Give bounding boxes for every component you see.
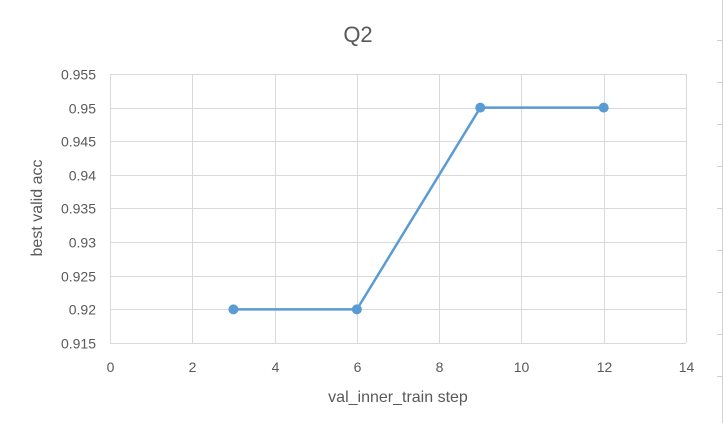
grid — [110, 74, 687, 344]
y-tick-label: 0.955 — [61, 67, 96, 83]
series-layer — [228, 102, 609, 315]
x-tick-label: 14 — [679, 359, 695, 375]
x-tick-label: 0 — [107, 359, 115, 375]
y-tick-label: 0.945 — [61, 134, 96, 150]
x-axis-label: val_inner_train step — [328, 389, 468, 406]
data-point — [598, 102, 609, 113]
x-tick-label: 8 — [436, 359, 444, 375]
x-tick-label: 6 — [354, 359, 362, 375]
y-axis-label: best valid acc — [29, 160, 46, 257]
edge-tick — [717, 376, 723, 377]
tick-labels: 0.915 0.92 0.925 0.93 0.935 0.94 0.945 0.95 0.95… — [61, 67, 695, 376]
data-point — [228, 304, 239, 315]
edge-tick — [717, 40, 723, 41]
chart-title: Q2 — [343, 22, 372, 47]
series-line — [233, 106, 604, 311]
edge-tick — [717, 250, 723, 251]
y-tick-label: 0.93 — [69, 235, 96, 251]
edge-tick — [717, 292, 723, 293]
y-tick-label: 0.94 — [69, 168, 96, 184]
data-point — [475, 102, 486, 113]
y-tick-label: 0.95 — [69, 101, 96, 117]
edge-tick — [717, 82, 723, 83]
x-tick-label: 2 — [189, 359, 197, 375]
data-point — [351, 304, 362, 315]
edge-tick — [717, 208, 723, 209]
edge-tick — [717, 334, 723, 335]
edge-tick — [717, 166, 723, 167]
edge-tick — [717, 124, 723, 125]
x-tick-label: 12 — [597, 359, 613, 375]
x-tick-label: 4 — [272, 359, 280, 375]
x-tick-label: 10 — [514, 359, 530, 375]
y-tick-label: 0.92 — [69, 302, 96, 318]
y-tick-label: 0.925 — [61, 269, 96, 285]
y-tick-label: 0.915 — [61, 336, 96, 352]
y-tick-label: 0.935 — [61, 201, 96, 217]
